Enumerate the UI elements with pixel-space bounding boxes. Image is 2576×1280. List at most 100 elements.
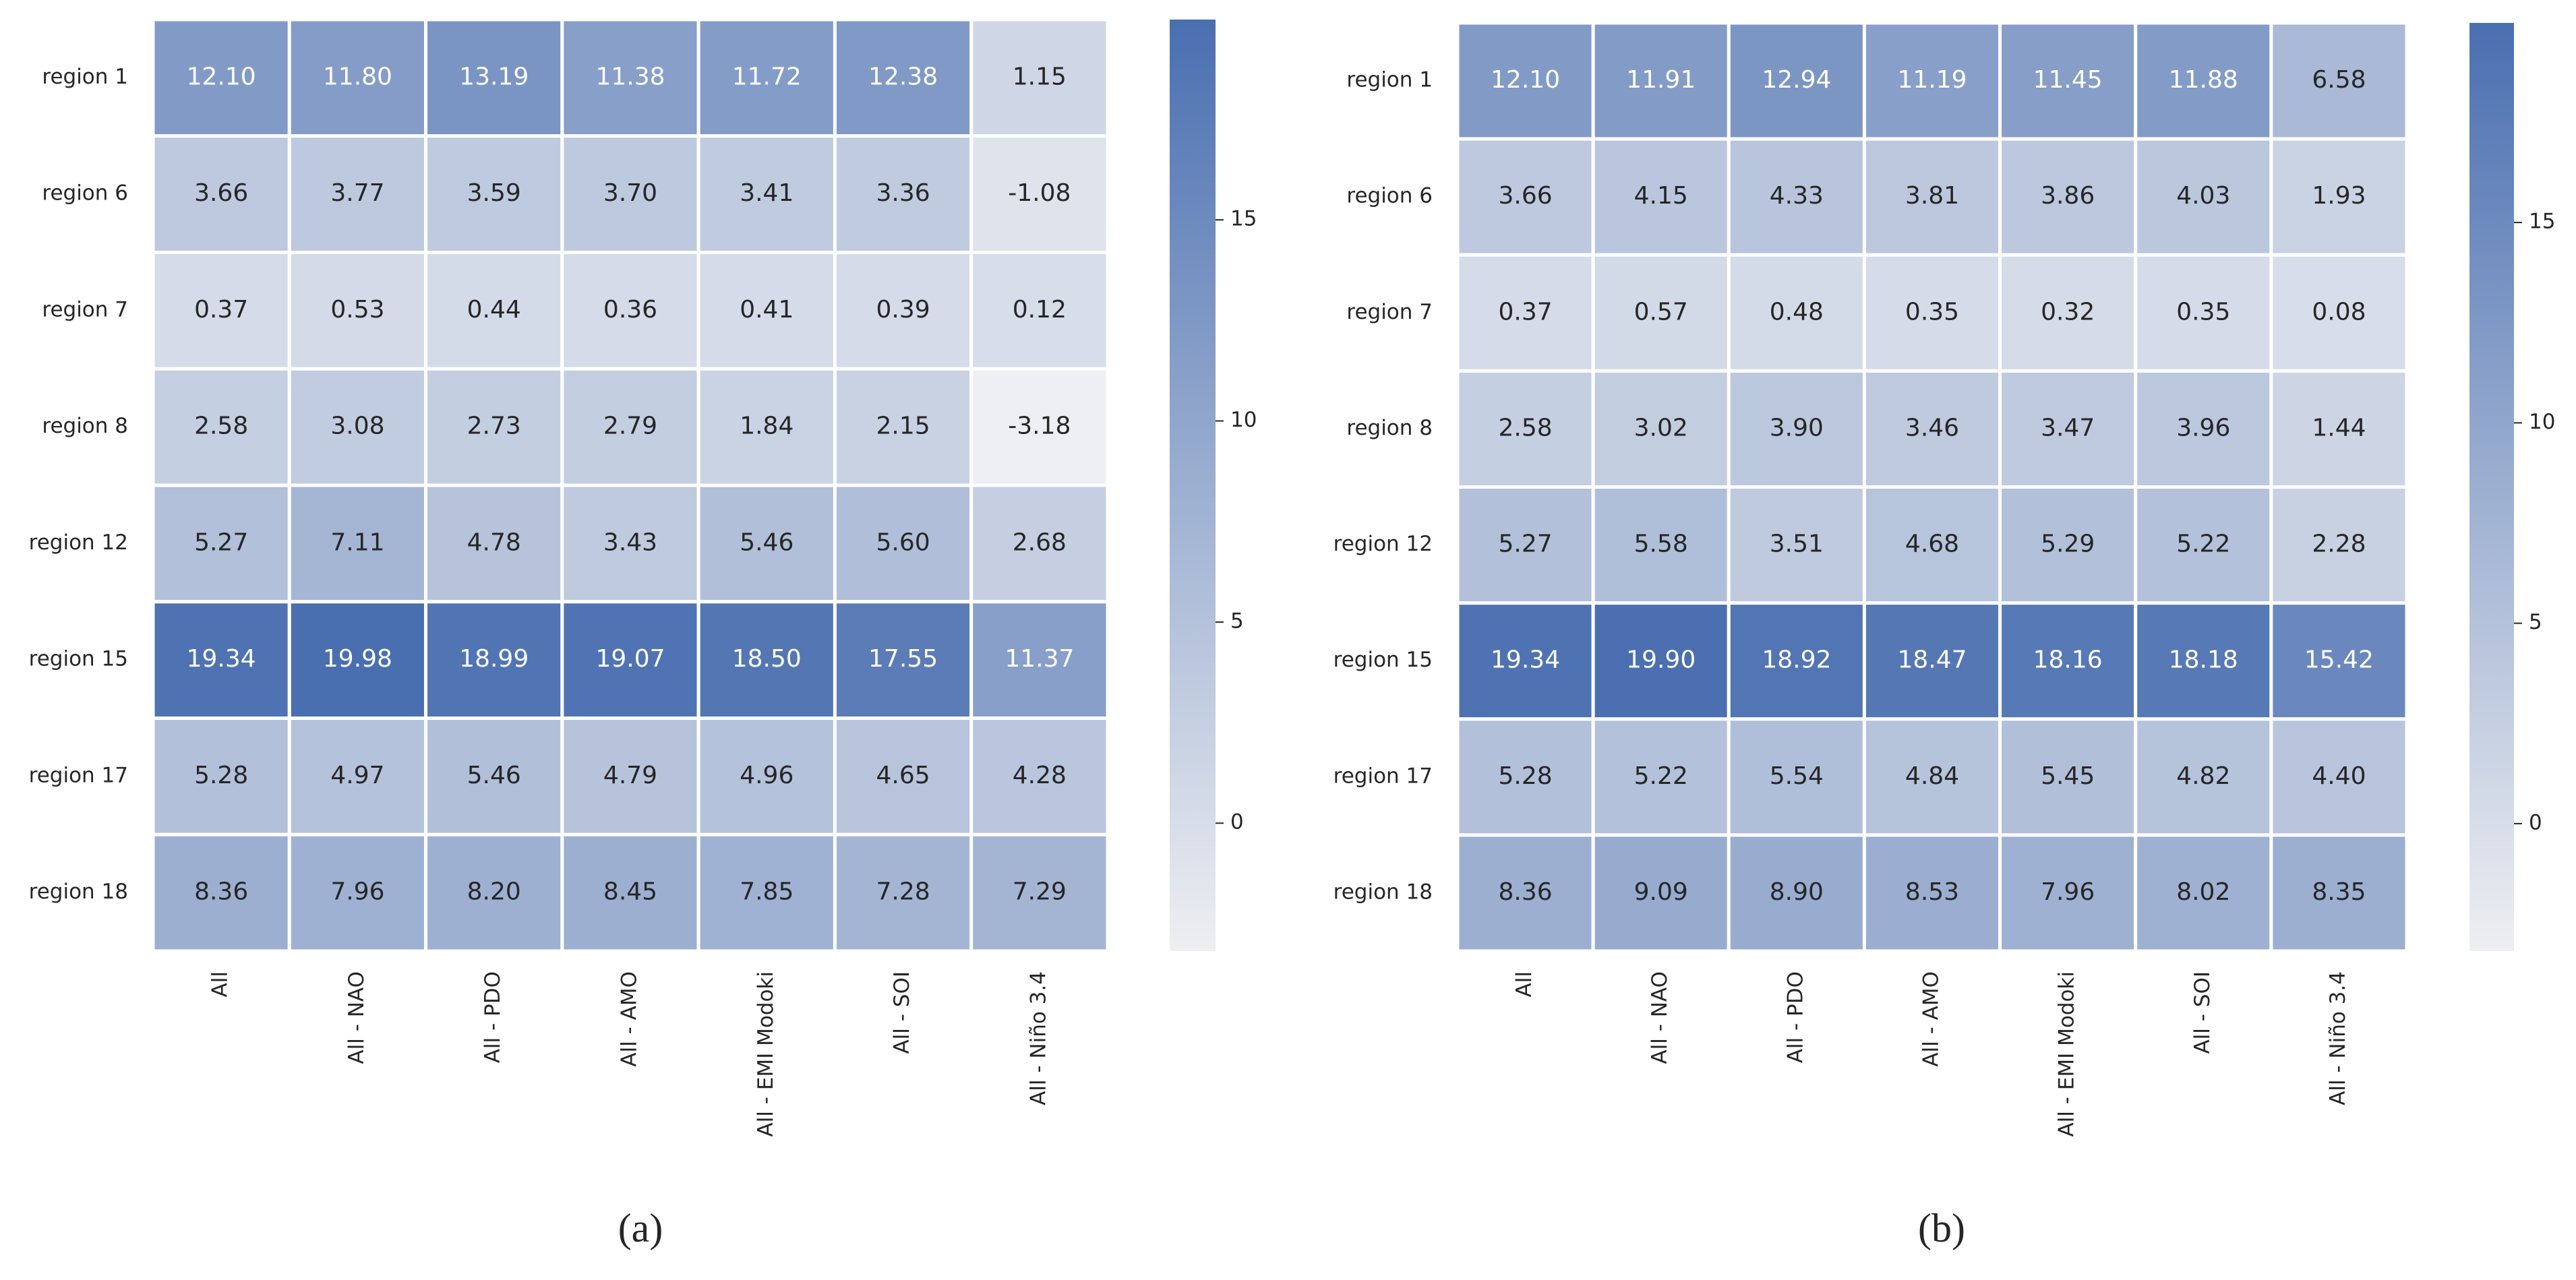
cell-value: 4.15 bbox=[1634, 182, 1688, 210]
heatmap-cell bbox=[151, 832, 291, 953]
cell-value: 2.73 bbox=[467, 413, 521, 440]
cell-value: 11.19 bbox=[1897, 66, 1967, 94]
row-label: region 7 bbox=[1346, 300, 1433, 324]
cell-value: 2.79 bbox=[603, 413, 657, 440]
cell-value: 8.35 bbox=[2312, 878, 2366, 906]
heatmap-cell bbox=[287, 18, 428, 138]
heatmap-cell bbox=[424, 483, 564, 604]
cell-value: 3.41 bbox=[740, 179, 793, 207]
heatmap-cell bbox=[969, 600, 1110, 720]
heatmap-cell bbox=[424, 251, 564, 371]
heatmap-cell bbox=[1727, 601, 1866, 721]
cell-value: 13.19 bbox=[459, 63, 529, 90]
heatmap-cell bbox=[833, 717, 974, 836]
cell-value: 3.96 bbox=[2176, 414, 2230, 441]
row-label: region 6 bbox=[1346, 184, 1433, 208]
heatmap-cell bbox=[424, 717, 564, 836]
colorbar-tick-label: 15 bbox=[1230, 207, 1257, 231]
column-label: All bbox=[208, 971, 233, 997]
heatmap-cell bbox=[2269, 485, 2409, 605]
heatmap-cell bbox=[1456, 21, 1595, 141]
heatmap-cell bbox=[1456, 485, 1595, 605]
cell-value: 3.90 bbox=[1770, 414, 1824, 441]
cell-value: 3.36 bbox=[876, 179, 930, 207]
cell-value: 0.44 bbox=[467, 296, 521, 324]
cell-value: 4.65 bbox=[876, 762, 930, 789]
cell-value: 7.11 bbox=[330, 528, 384, 556]
cell-value: 0.48 bbox=[1770, 298, 1824, 326]
cell-value: 4.28 bbox=[1013, 762, 1067, 789]
cell-value: 5.27 bbox=[1498, 530, 1552, 558]
colorbar-tick-label: 5 bbox=[2529, 610, 2542, 634]
cell-value: 0.39 bbox=[876, 296, 930, 324]
cell-value: 17.55 bbox=[868, 645, 938, 673]
heatmap-cell bbox=[696, 251, 837, 371]
cell-value: 5.58 bbox=[1634, 530, 1688, 558]
cell-value: 0.35 bbox=[2176, 298, 2230, 326]
heatmap-cell bbox=[424, 134, 564, 254]
row-label: region 8 bbox=[1346, 416, 1433, 440]
caption: (a) bbox=[618, 1206, 663, 1250]
cell-value: 3.59 bbox=[467, 179, 521, 207]
heatmap-cell bbox=[1998, 137, 2138, 257]
heatmap-cell bbox=[969, 251, 1110, 371]
cell-value: 18.99 bbox=[459, 645, 529, 673]
heatmap-cell bbox=[1998, 717, 2138, 837]
heatmap-cell bbox=[1998, 21, 2138, 141]
cell-value: 8.53 bbox=[1905, 878, 1959, 906]
heatmap-cell bbox=[287, 367, 428, 487]
column-label: All - EMI Modoki bbox=[754, 971, 778, 1137]
cell-value: 4.96 bbox=[740, 762, 793, 789]
cell-value: 18.18 bbox=[2169, 646, 2238, 674]
row-label: region 12 bbox=[29, 530, 128, 555]
cell-value: 7.85 bbox=[740, 878, 793, 906]
cell-value: 2.15 bbox=[876, 413, 930, 440]
cell-value: 0.35 bbox=[1905, 298, 1959, 326]
heatmap-cell bbox=[696, 134, 837, 254]
heatmap-cell bbox=[969, 832, 1110, 953]
colorbar-tick-label: 10 bbox=[2529, 410, 2555, 434]
heatmap-cell bbox=[1862, 253, 2002, 373]
colorbar bbox=[2469, 23, 2514, 951]
heatmap-cell bbox=[969, 717, 1110, 836]
cell-value: 3.77 bbox=[330, 179, 384, 207]
cell-value: 5.27 bbox=[194, 528, 248, 556]
cell-value: 1.84 bbox=[740, 413, 793, 440]
cell-value: -1.08 bbox=[1008, 179, 1071, 207]
cell-value: 18.50 bbox=[732, 645, 802, 673]
cell-value: 8.36 bbox=[194, 878, 248, 906]
column-label: All - AMO bbox=[618, 971, 642, 1067]
heatmap-cell bbox=[1591, 833, 1731, 953]
cell-value: 0.53 bbox=[330, 296, 384, 324]
cell-value: 19.07 bbox=[595, 645, 665, 673]
cell-value: 19.98 bbox=[323, 645, 392, 673]
heatmap-cell bbox=[560, 251, 700, 371]
heatmap-cell bbox=[2134, 717, 2273, 837]
heatmap-cell bbox=[833, 251, 974, 371]
cell-value: 4.84 bbox=[1905, 762, 1959, 790]
cell-value: 5.28 bbox=[194, 762, 248, 789]
heatmap-cell bbox=[1998, 833, 2138, 953]
heatmap-cell bbox=[287, 251, 428, 371]
cell-value: 12.38 bbox=[868, 63, 938, 90]
cell-value: 3.66 bbox=[1498, 182, 1552, 210]
row-label: region 15 bbox=[29, 647, 128, 671]
cell-value: 8.36 bbox=[1498, 878, 1552, 906]
heatmap-cell bbox=[833, 832, 974, 953]
row-label: region 18 bbox=[1334, 880, 1433, 904]
row-label: region 12 bbox=[1334, 532, 1433, 556]
cell-value: -3.18 bbox=[1008, 413, 1071, 440]
row-label: region 1 bbox=[42, 65, 128, 89]
cell-value: 11.38 bbox=[595, 63, 665, 90]
cell-value: 11.91 bbox=[1626, 66, 1696, 94]
heatmap-cell bbox=[1727, 833, 1866, 953]
heatmap-cell bbox=[2269, 717, 2409, 837]
cell-value: 5.22 bbox=[1634, 762, 1688, 790]
cell-value: 0.41 bbox=[740, 296, 793, 324]
heatmap-cell bbox=[1591, 717, 1731, 837]
row-label: region 17 bbox=[1334, 764, 1433, 788]
heatmap-cell bbox=[1862, 21, 2002, 141]
cell-value: 0.37 bbox=[194, 296, 248, 324]
cell-value: 19.90 bbox=[1626, 646, 1696, 674]
